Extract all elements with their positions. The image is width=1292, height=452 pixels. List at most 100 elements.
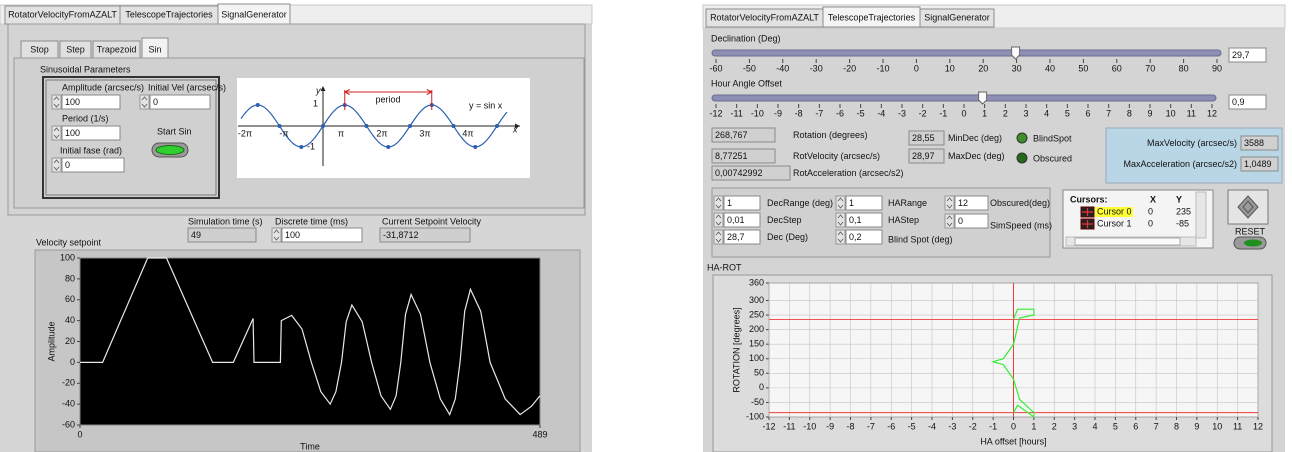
slider-tick-label: -30 xyxy=(810,63,823,73)
field[interactable] xyxy=(61,94,121,110)
slider-tick-label: 11 xyxy=(1187,108,1196,118)
field[interactable] xyxy=(845,212,883,228)
slider-thumb[interactable] xyxy=(1011,46,1021,60)
x-tick-label: -2 xyxy=(969,421,977,431)
scrollbar xyxy=(1195,191,1207,239)
plot-area xyxy=(79,257,541,426)
figure-dot xyxy=(408,124,412,128)
param-label: Initial fase (rad) xyxy=(60,145,122,155)
slider-tick-label: 90 xyxy=(1212,63,1222,73)
field-value: 1,0489 xyxy=(1244,159,1272,169)
y-tick-label: 80 xyxy=(65,273,75,283)
field-value: -31,8712 xyxy=(383,230,419,240)
field xyxy=(1240,156,1279,172)
field-value: 28,55 xyxy=(912,133,935,143)
slider-tick-label: 60 xyxy=(1112,63,1122,73)
field-value: 0,2 xyxy=(849,232,862,242)
indicator-label: MaxAcceleration (arcsec/s2) xyxy=(1123,159,1237,169)
slider-tick-label: 80 xyxy=(1179,63,1189,73)
control-label: DecStep xyxy=(767,215,802,225)
param-label: Initial Vel (arcsec/s) xyxy=(148,82,226,92)
figure-label: y = sin x xyxy=(469,100,503,110)
spinner-arrows xyxy=(837,231,844,243)
x-tick-label: 4 xyxy=(1092,421,1097,431)
slider-label: Declination (Deg) xyxy=(711,33,781,43)
control-label: SimSpeed (ms) xyxy=(990,220,1052,230)
x-tick-label: 12 xyxy=(1253,421,1263,431)
field[interactable] xyxy=(149,94,211,110)
spinner xyxy=(835,229,846,245)
x-tick-label: -1 xyxy=(989,421,997,431)
slider-tick-label: -2 xyxy=(919,108,927,118)
spinner xyxy=(944,195,955,211)
y-tick-label: 0 xyxy=(70,357,75,367)
field[interactable] xyxy=(281,227,363,243)
field[interactable] xyxy=(723,195,761,211)
y-tick-label: 20 xyxy=(65,336,75,346)
x-tick-label: 9 xyxy=(1194,421,1199,431)
slider-label: Hour Angle Offset xyxy=(711,78,782,88)
field[interactable] xyxy=(61,125,121,141)
cursor-name: Cursor 0 xyxy=(1097,206,1132,216)
field[interactable] xyxy=(723,212,761,228)
slider-thumb[interactable] xyxy=(978,91,988,105)
figure-dot xyxy=(255,103,260,107)
y-tick-label: 0 xyxy=(759,382,764,392)
figure-tick: -2π xyxy=(238,128,252,138)
figure-tick: -1 xyxy=(307,141,315,151)
x-tick-label: 489 xyxy=(532,429,547,439)
field[interactable] xyxy=(61,157,125,173)
field[interactable] xyxy=(845,195,883,211)
figure-tick: -π xyxy=(279,128,288,138)
figure-dot xyxy=(451,124,456,128)
spinner xyxy=(713,195,724,211)
cursor-name: Cursor 1 xyxy=(1097,218,1132,228)
figure-dot xyxy=(386,145,391,149)
field[interactable] xyxy=(723,229,761,245)
data-line xyxy=(990,308,1035,419)
spinner xyxy=(271,227,282,243)
field[interactable] xyxy=(954,213,989,229)
start-button-light xyxy=(155,145,185,155)
field xyxy=(711,127,776,143)
y-tick-label: 360 xyxy=(749,277,764,287)
slider-tick-label: -40 xyxy=(776,63,789,73)
tab[interactable] xyxy=(919,8,995,28)
field[interactable] xyxy=(954,195,989,211)
control-label: HARange xyxy=(888,198,927,208)
figure xyxy=(237,78,530,178)
spinner-arrows xyxy=(837,197,844,209)
slider-tick-label: -50 xyxy=(743,63,756,73)
slider-tick-label: -60 xyxy=(709,63,722,73)
slider-tick-label: -8 xyxy=(795,108,803,118)
x-tick-label: -10 xyxy=(803,421,816,431)
control-label: Blind Spot (deg) xyxy=(888,234,953,244)
y-tick-label: 150 xyxy=(749,339,764,349)
tab-label: RotatorVelocityFromAZALT xyxy=(710,12,819,22)
field-value: 268,767 xyxy=(715,130,748,140)
y-tick-label: 100 xyxy=(749,353,764,363)
field-value: 28,97 xyxy=(912,151,935,161)
x-tick-label: -3 xyxy=(948,421,956,431)
y-axis-label: Amplitude xyxy=(46,321,56,361)
field[interactable] xyxy=(845,229,883,245)
y-tick-label: -20 xyxy=(62,378,75,388)
spinner-arrows xyxy=(273,229,280,241)
mode-tab-label: Stop xyxy=(30,44,49,54)
field-value: 49 xyxy=(191,230,201,240)
x-tick-label: 11 xyxy=(1233,421,1242,431)
x-axis-label: HA offset [hours] xyxy=(980,436,1046,446)
slider-tick-label: 9 xyxy=(1147,108,1152,118)
cursor-swatch-mark xyxy=(1082,220,1093,228)
indicator-label: Simulation time (s) xyxy=(188,216,263,226)
field xyxy=(711,165,791,181)
field-value: 0 xyxy=(153,97,158,107)
figure-curve xyxy=(240,104,508,148)
spinner xyxy=(51,157,62,173)
x-tick-label: 3 xyxy=(1072,421,1077,431)
tab-label: RotatorVelocityFromAZALT xyxy=(8,9,117,19)
indicator-label: RotAcceleration (arcsec/s2) xyxy=(793,168,904,178)
figure-label: period xyxy=(375,94,400,104)
slider-tick-label: 3 xyxy=(1023,108,1028,118)
slider-tick-label: -11 xyxy=(730,108,742,118)
